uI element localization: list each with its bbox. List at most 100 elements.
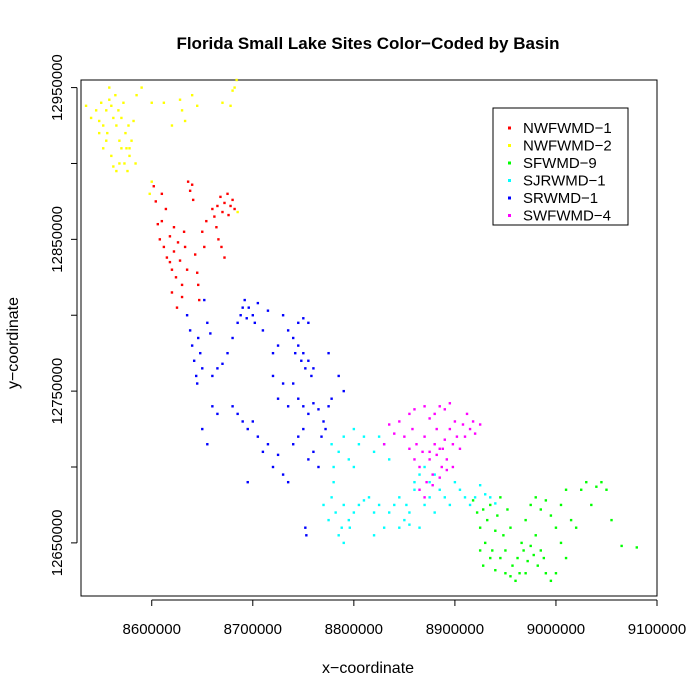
data-point bbox=[455, 435, 459, 438]
data-point bbox=[197, 336, 200, 340]
data-point bbox=[514, 579, 517, 583]
data-point bbox=[564, 556, 568, 560]
data-point bbox=[413, 480, 416, 484]
data-point bbox=[110, 104, 113, 107]
data-point bbox=[297, 344, 300, 347]
data-point bbox=[342, 541, 345, 545]
data-point bbox=[418, 526, 421, 529]
data-point bbox=[251, 420, 254, 423]
data-point bbox=[211, 374, 214, 378]
x-tick-label: 8900000 bbox=[426, 621, 484, 638]
data-point bbox=[233, 207, 236, 211]
data-point bbox=[340, 526, 343, 529]
data-point bbox=[307, 359, 310, 362]
data-point bbox=[231, 405, 234, 408]
data-point bbox=[423, 496, 426, 499]
data-point bbox=[192, 359, 196, 362]
data-point bbox=[564, 488, 568, 491]
data-point bbox=[128, 147, 131, 150]
data-point bbox=[162, 101, 166, 104]
data-point bbox=[411, 427, 414, 431]
data-point bbox=[478, 526, 482, 529]
data-point bbox=[190, 93, 194, 97]
data-point bbox=[271, 374, 275, 378]
x-tick-label: 8800000 bbox=[325, 621, 383, 638]
data-point bbox=[332, 465, 335, 469]
data-point bbox=[478, 549, 482, 552]
data-point bbox=[408, 523, 411, 526]
data-point bbox=[256, 301, 260, 305]
data-point bbox=[220, 245, 223, 249]
chart-title: Florida Small Lake Sites Color−Coded by … bbox=[176, 34, 559, 53]
data-point bbox=[418, 465, 421, 469]
data-point bbox=[300, 359, 303, 362]
data-point bbox=[620, 544, 623, 548]
data-point bbox=[342, 389, 345, 393]
data-point bbox=[186, 180, 190, 183]
data-point bbox=[465, 412, 469, 416]
data-point bbox=[502, 534, 505, 537]
y-axis-label: y−coordinate bbox=[5, 297, 22, 389]
data-point bbox=[544, 572, 548, 575]
data-point bbox=[605, 488, 608, 491]
data-point bbox=[271, 465, 275, 469]
data-point bbox=[388, 511, 391, 514]
legend-marker bbox=[508, 196, 511, 200]
data-point bbox=[499, 496, 502, 499]
legend-label: SRWMD−1 bbox=[523, 190, 598, 207]
data-point bbox=[233, 86, 236, 89]
data-point bbox=[206, 321, 209, 325]
data-point bbox=[221, 210, 224, 214]
data-point bbox=[549, 514, 553, 517]
data-point bbox=[443, 496, 446, 499]
data-point bbox=[122, 101, 125, 104]
data-point bbox=[172, 250, 176, 253]
data-point bbox=[245, 317, 248, 320]
data-point bbox=[327, 405, 330, 408]
data-point bbox=[216, 412, 219, 416]
data-point bbox=[302, 405, 305, 408]
data-point bbox=[494, 529, 497, 532]
data-point bbox=[217, 238, 220, 241]
data-point bbox=[532, 553, 535, 557]
data-point bbox=[511, 564, 514, 567]
data-point bbox=[388, 458, 391, 461]
data-point bbox=[428, 417, 431, 420]
data-point bbox=[191, 198, 195, 202]
data-point bbox=[135, 93, 138, 97]
data-point bbox=[330, 397, 333, 400]
data-point bbox=[276, 344, 280, 347]
legend-marker bbox=[508, 144, 511, 147]
data-point bbox=[433, 412, 436, 416]
data-point bbox=[352, 465, 356, 469]
data-point bbox=[165, 256, 169, 259]
data-point bbox=[164, 207, 168, 211]
data-point bbox=[229, 204, 232, 208]
data-point bbox=[440, 465, 443, 469]
data-point bbox=[105, 109, 108, 112]
data-point bbox=[134, 162, 137, 165]
data-point bbox=[580, 488, 583, 491]
legend-marker bbox=[508, 126, 511, 130]
data-point bbox=[175, 306, 179, 309]
data-point bbox=[448, 402, 452, 405]
data-point bbox=[451, 465, 455, 469]
data-point bbox=[421, 450, 424, 454]
data-point bbox=[229, 104, 232, 107]
data-point bbox=[554, 572, 558, 575]
data-point bbox=[382, 443, 386, 446]
data-point bbox=[305, 534, 308, 537]
data-point bbox=[468, 427, 472, 431]
data-point bbox=[236, 412, 239, 416]
data-point bbox=[433, 443, 436, 446]
data-point bbox=[196, 104, 199, 107]
x-tick-label: 8700000 bbox=[224, 621, 282, 638]
data-point bbox=[448, 427, 452, 431]
data-point bbox=[100, 101, 103, 104]
data-point bbox=[312, 450, 315, 454]
data-point bbox=[337, 450, 340, 454]
data-point bbox=[302, 351, 305, 355]
series-2 bbox=[471, 480, 638, 583]
data-point bbox=[297, 397, 300, 400]
